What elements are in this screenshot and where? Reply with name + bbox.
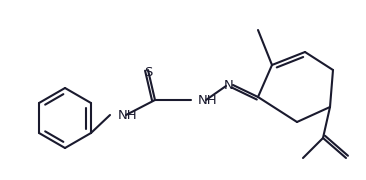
Text: NH: NH xyxy=(118,109,138,122)
Text: N: N xyxy=(224,78,234,91)
Text: NH: NH xyxy=(198,93,218,107)
Text: S: S xyxy=(144,66,152,78)
